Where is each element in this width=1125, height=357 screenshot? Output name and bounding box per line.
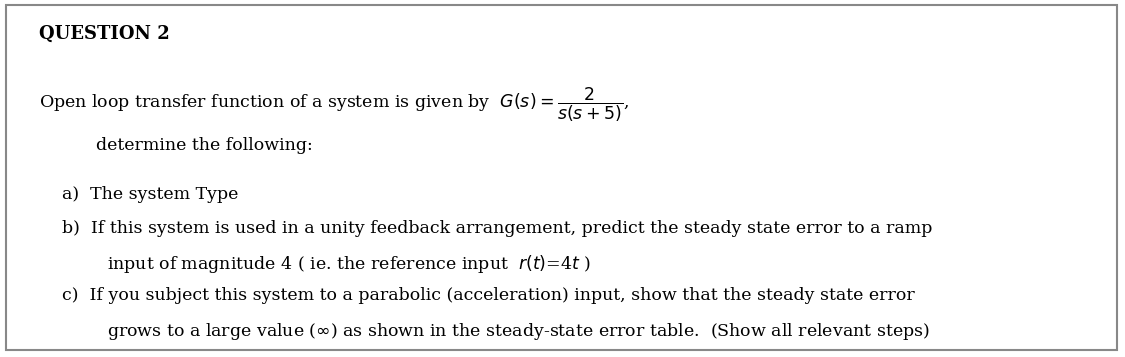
Text: grows to a large value ($\infty$) as shown in the steady-state error table.  (Sh: grows to a large value ($\infty$) as sho…: [107, 321, 929, 342]
Text: b)  If this system is used in a unity feedback arrangement, predict the steady s: b) If this system is used in a unity fee…: [62, 220, 933, 237]
Text: QUESTION 2: QUESTION 2: [39, 25, 170, 43]
Text: input of magnitude 4 ( ie. the reference input  $r(t)$=4$t$ ): input of magnitude 4 ( ie. the reference…: [107, 253, 591, 276]
Text: c)  If you subject this system to a parabolic (acceleration) input, show that th: c) If you subject this system to a parab…: [62, 287, 915, 305]
FancyBboxPatch shape: [6, 5, 1117, 350]
Text: a)  The system Type: a) The system Type: [62, 186, 238, 203]
Text: Open loop transfer function of a system is given by  $G(s) = \dfrac{2}{s(s+5)}$,: Open loop transfer function of a system …: [39, 86, 630, 124]
Text: determine the following:: determine the following:: [96, 137, 313, 155]
